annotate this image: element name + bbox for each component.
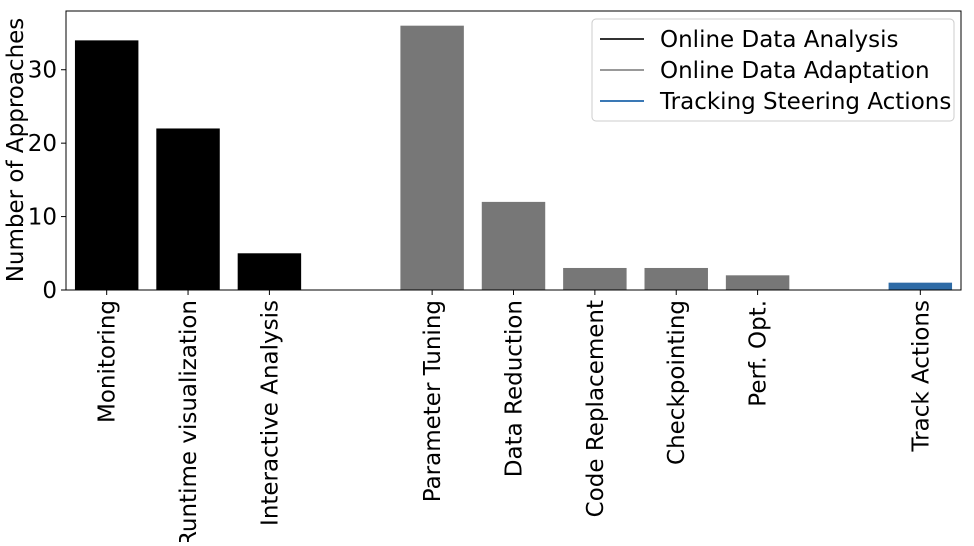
legend-label: Online Data Adaptation bbox=[660, 58, 930, 84]
y-tick-label: 30 bbox=[28, 58, 57, 84]
x-tick-label: Parameter Tuning bbox=[420, 300, 446, 502]
x-tick-label: Monitoring bbox=[95, 300, 121, 423]
bar-data-reduction bbox=[481, 201, 546, 290]
x-tick-label: Track Actions bbox=[908, 300, 934, 453]
x-tick-label: Data Reduction bbox=[502, 300, 528, 477]
x-tick-label: Perf. Opt. bbox=[746, 300, 772, 407]
x-tick-label: Code Replacement bbox=[583, 300, 609, 517]
y-axis-label: Number of Approaches bbox=[3, 18, 29, 283]
legend-label: Online Data Analysis bbox=[660, 27, 899, 53]
legend-label: Tracking Steering Actions bbox=[659, 89, 951, 115]
bars-layer bbox=[74, 25, 953, 291]
axes-layer: Monitoring Runtime visualization Interacti… bbox=[28, 10, 962, 546]
y-tick-label: 10 bbox=[28, 205, 57, 231]
bar-interactive-analysis bbox=[237, 253, 302, 290]
x-tick-label: Checkpointing bbox=[664, 300, 690, 465]
x-tick-label: Interactive Analysis bbox=[257, 300, 283, 526]
x-tick-label: Runtime visualization bbox=[176, 300, 202, 542]
bar-parameter-tuning bbox=[400, 25, 464, 291]
bar-perf-opt- bbox=[725, 275, 790, 290]
plot-frame bbox=[65, 10, 962, 291]
legend-box bbox=[591, 18, 955, 122]
bar-code-replacement bbox=[563, 267, 627, 290]
y-tick-label: 0 bbox=[42, 278, 57, 304]
bar-runtime-visualization bbox=[156, 128, 220, 290]
bar-checkpointing bbox=[644, 267, 708, 290]
legend: Online Data Analysis Online Data Adaptati… bbox=[591, 18, 955, 122]
bar-track-actions bbox=[888, 282, 953, 290]
bar-monitoring bbox=[74, 40, 139, 291]
y-tick-label: 20 bbox=[28, 131, 57, 157]
